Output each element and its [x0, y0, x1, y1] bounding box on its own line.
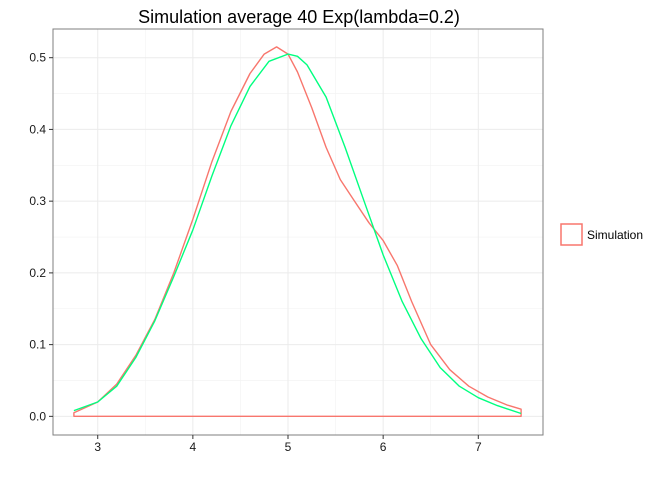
- plot-panel: [53, 29, 543, 435]
- series-line-1: [73, 53, 522, 415]
- y-tick-label: 0.5: [29, 51, 46, 65]
- legend-label: Simulation: [587, 228, 643, 242]
- y-tick-label: 0.4: [29, 122, 46, 136]
- y-tick-label: 0.1: [29, 338, 46, 352]
- y-tick-label: 0.2: [29, 266, 46, 280]
- y-axis: 0.0 0.1 0.2 0.3 0.4 0.5: [29, 51, 53, 423]
- grid-lines: [53, 29, 543, 435]
- x-axis: 3 4 5 6 7: [94, 435, 482, 454]
- y-tick-label: 0.3: [29, 194, 46, 208]
- x-tick-label: 5: [285, 440, 292, 454]
- plot-border: [52, 28, 544, 436]
- x-tick-label: 4: [190, 440, 197, 454]
- legend-key: [560, 223, 583, 246]
- chart-title: Simulation average 40 Exp(lambda=0.2): [138, 7, 460, 27]
- x-tick-label: 6: [380, 440, 387, 454]
- series-group: [73, 46, 522, 417]
- legend: Simulation: [560, 223, 643, 246]
- x-tick-label: 3: [94, 440, 101, 454]
- x-tick-label: 7: [475, 440, 482, 454]
- series-line-0: [73, 46, 522, 417]
- y-tick-label: 0.0: [29, 409, 46, 423]
